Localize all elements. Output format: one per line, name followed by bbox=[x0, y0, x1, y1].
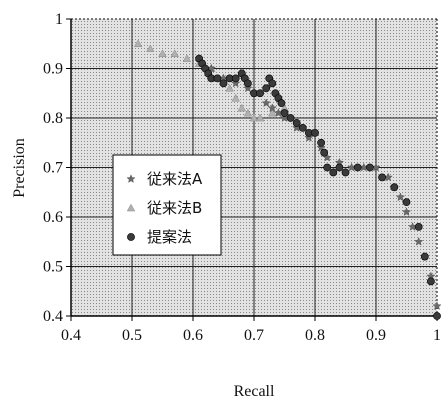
data-point-circle bbox=[213, 74, 222, 83]
data-point-star bbox=[414, 237, 424, 246]
data-point-circle bbox=[268, 79, 277, 88]
data-point-circle bbox=[323, 163, 332, 172]
x-tick-label: 0.7 bbox=[244, 327, 264, 344]
data-point-triangle bbox=[249, 113, 259, 122]
data-point-triangle bbox=[133, 39, 143, 48]
x-tick-label: 0.4 bbox=[61, 327, 81, 344]
data-point-circle bbox=[341, 168, 350, 177]
data-point-circle bbox=[390, 183, 399, 192]
legend: 従来法A 従来法B 提案法 bbox=[112, 154, 222, 256]
data-point-circle bbox=[219, 79, 228, 88]
tick-labels: 0.4 0.5 0.6 0.7 0.8 0.9 1 0.4 0.5 0.6 0.7 0.8 0.9 1 bbox=[43, 11, 441, 344]
x-tick-label: 0.5 bbox=[122, 327, 142, 344]
data-point-circle bbox=[292, 119, 301, 127]
data-point-star bbox=[395, 192, 405, 202]
data-point-circle bbox=[365, 163, 374, 172]
data-point-circle bbox=[378, 173, 386, 182]
axes bbox=[66, 18, 438, 321]
data-point-circle bbox=[433, 312, 441, 320]
data-point-star bbox=[231, 78, 241, 88]
y-tick-label: 0.8 bbox=[43, 110, 63, 127]
data-point-circle bbox=[231, 74, 240, 83]
y-tick-label: 0.9 bbox=[43, 61, 63, 78]
y-tick-label: 0.6 bbox=[43, 209, 63, 226]
data-point-star bbox=[243, 83, 253, 93]
x-tick-label: 0.6 bbox=[183, 327, 203, 344]
data-point-circle bbox=[280, 109, 289, 117]
legend-marker-star bbox=[126, 174, 136, 183]
data-point-circle bbox=[353, 163, 362, 172]
data-point-circle bbox=[414, 222, 423, 231]
data-point-triangle bbox=[225, 83, 234, 92]
data-point-triangle bbox=[146, 44, 155, 52]
y-tick-label: 0.7 bbox=[43, 160, 63, 177]
data-point-circle bbox=[256, 89, 264, 98]
legend-label: 従来法B bbox=[147, 199, 202, 217]
x-tick-label: 1 bbox=[433, 327, 441, 344]
data-point-star bbox=[402, 207, 411, 216]
data-point-circle bbox=[335, 163, 344, 172]
data-point-triangle bbox=[268, 108, 277, 117]
data-point-circle bbox=[311, 128, 319, 137]
legend-label: 提案法 bbox=[147, 228, 192, 246]
data-point-circle bbox=[298, 124, 307, 132]
x-axis-label: Recall bbox=[234, 383, 275, 399]
x-tick-label: 0.8 bbox=[305, 327, 325, 344]
data-point-star bbox=[261, 98, 271, 107]
data-point-circle bbox=[329, 168, 338, 177]
y-axis-label: Precision bbox=[11, 138, 28, 198]
data-point-circle bbox=[262, 84, 271, 93]
data-point-triangle bbox=[255, 113, 265, 122]
data-point-star bbox=[432, 301, 442, 310]
data-point-circle bbox=[420, 252, 429, 261]
y-tick-label: 1 bbox=[55, 11, 63, 28]
data-point-circle bbox=[286, 114, 295, 122]
data-point-triangle bbox=[231, 93, 240, 102]
data-point-triangle bbox=[158, 49, 167, 57]
data-point-circle bbox=[277, 99, 286, 108]
data-point-circle bbox=[320, 148, 329, 157]
data-point-triangle bbox=[237, 103, 247, 112]
data-point-circle bbox=[426, 277, 435, 286]
data-point-star bbox=[267, 103, 277, 112]
data-point-triangle bbox=[170, 49, 179, 57]
data-point-circle bbox=[402, 198, 411, 207]
legend-marker-circle bbox=[127, 233, 135, 241]
data-point-triangle bbox=[182, 54, 192, 62]
data-point-circle bbox=[243, 79, 252, 88]
data-marks bbox=[133, 39, 442, 320]
y-tick-label: 0.4 bbox=[43, 308, 63, 325]
data-point-star bbox=[304, 133, 314, 142]
x-tick-label: 0.9 bbox=[366, 327, 386, 344]
data-point-circle bbox=[317, 138, 325, 147]
y-tick-label: 0.5 bbox=[43, 259, 63, 276]
legend-marker-triangle bbox=[126, 203, 136, 212]
legend-label: 従来法A bbox=[147, 170, 203, 188]
data-point-triangle bbox=[243, 108, 253, 117]
